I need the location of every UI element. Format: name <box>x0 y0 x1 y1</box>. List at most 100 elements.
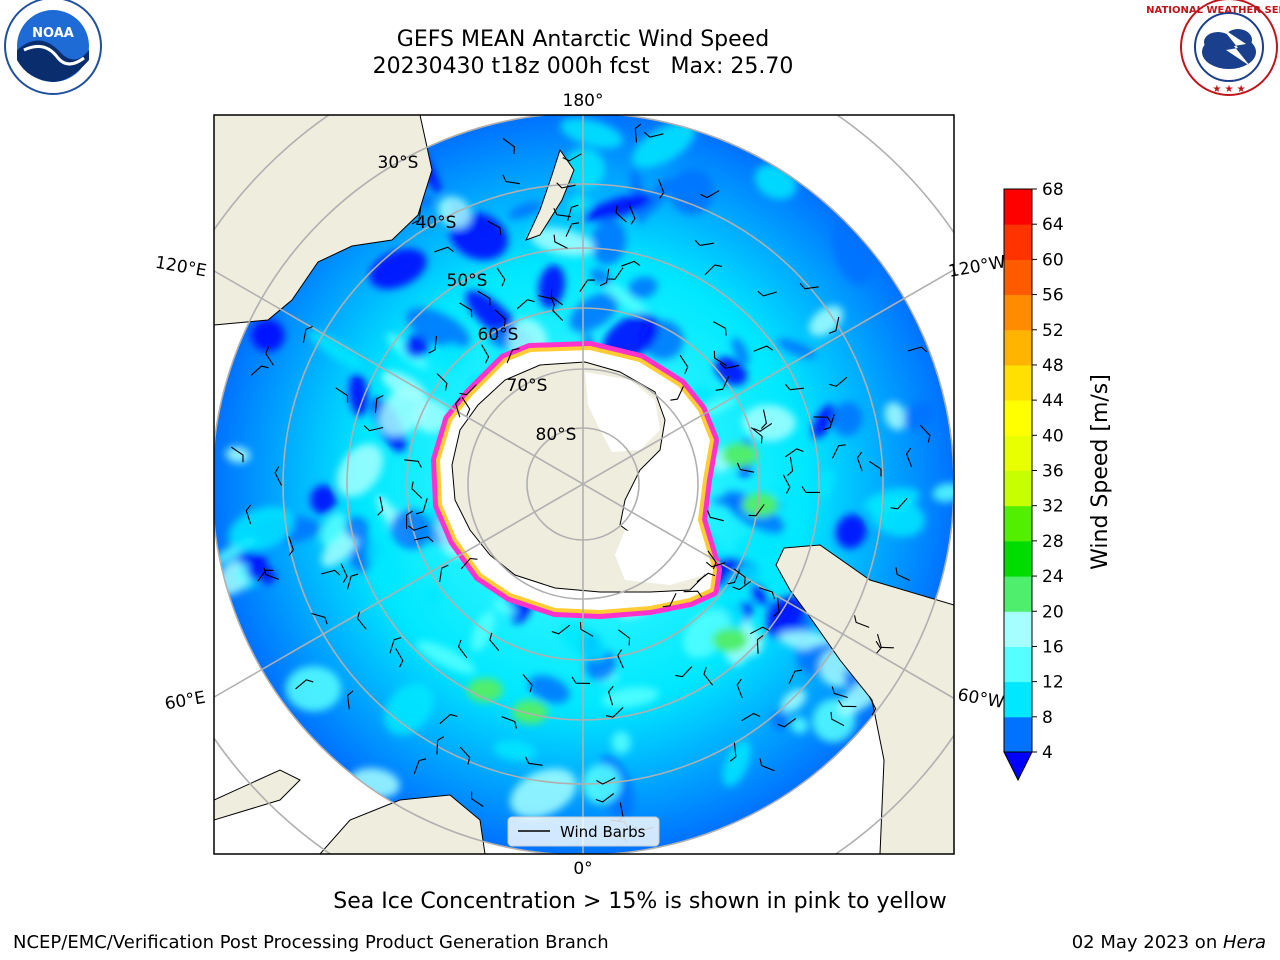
wind-barb <box>760 409 768 429</box>
wind-speed-patch <box>669 168 715 215</box>
wind-barb <box>525 756 543 766</box>
wind-speed-patch <box>471 610 495 652</box>
colorbar-tick-label: 8 <box>1042 708 1053 728</box>
wind-speed-patch <box>381 370 425 400</box>
wind-speed-patch <box>467 678 503 702</box>
wind-barb <box>670 386 684 401</box>
wind-barb <box>320 569 341 576</box>
wind-speed-patch <box>780 688 807 713</box>
wind-barb <box>832 444 846 459</box>
colorbar-segment <box>1004 224 1032 260</box>
wind-barb <box>481 344 490 364</box>
lat-label-30s: 30°S <box>378 153 419 173</box>
lon-label-60w: 60°W <box>956 685 1006 713</box>
wind-speed-patch <box>584 193 652 221</box>
wind-barb <box>617 649 625 669</box>
wind-speed-patch <box>413 400 450 433</box>
wind-barb <box>608 685 614 706</box>
wind-barb <box>553 208 571 218</box>
wind-speed-patch <box>530 227 595 257</box>
wind-speed-patch <box>390 509 433 550</box>
wind-barb <box>705 561 726 568</box>
colorbar-segment <box>1004 470 1032 507</box>
national-weather-service-logo-icon: NATIONAL WEATHER SERVICE ★ ★ ★ <box>1146 0 1280 96</box>
wind-barb <box>704 264 722 276</box>
wind-barb <box>436 736 445 755</box>
wind-barb <box>556 182 576 189</box>
wind-barb <box>856 451 863 472</box>
colorbar-tick-label: 56 <box>1042 286 1064 306</box>
wind-speed-patch <box>591 219 627 266</box>
legend-label: Wind Barbs <box>560 823 646 841</box>
colorbar-segment <box>1004 259 1032 296</box>
wind-barb <box>895 567 911 581</box>
wind-barb <box>550 289 564 306</box>
noaa-logo-text: NOAA <box>32 26 74 41</box>
wind-speed-patch <box>870 497 925 537</box>
wind-speed-patch <box>308 330 365 371</box>
wind-barb <box>727 569 741 585</box>
colorbar-tick-label: 24 <box>1042 567 1064 587</box>
wind-barb <box>759 758 775 772</box>
wind-barb <box>471 791 484 807</box>
wind-barb <box>713 350 727 366</box>
colorbar-tick-label: 16 <box>1042 637 1064 657</box>
wind-barb <box>562 153 582 162</box>
wind-barb <box>414 536 434 543</box>
wind-speed-patch <box>510 768 577 818</box>
wind-barb <box>784 383 804 391</box>
wind-barb <box>599 268 610 287</box>
wind-barb <box>377 496 384 516</box>
wind-barb <box>434 246 454 253</box>
wind-barb <box>428 335 438 354</box>
wind-speed-patch <box>348 372 368 417</box>
wind-speed-patch <box>493 739 537 761</box>
wind-barb <box>494 309 506 327</box>
wind-speed-patch <box>560 117 623 149</box>
wind-barb <box>713 321 727 336</box>
date-prefix: 02 May 2023 on <box>1071 932 1223 953</box>
wind-barb <box>335 387 349 403</box>
wind-speed-patch <box>628 276 658 299</box>
wind-speed-patch <box>345 516 369 541</box>
wind-barb <box>736 678 743 699</box>
wind-barb <box>552 303 564 321</box>
wind-barb <box>516 299 535 310</box>
wind-barb <box>416 498 428 515</box>
wind-speed-patch <box>722 740 751 787</box>
wind-barb <box>455 397 461 418</box>
lat-label-40s: 40°S <box>416 213 457 233</box>
colorbar-segment <box>1004 716 1032 753</box>
wind-speed-patch <box>641 176 674 217</box>
wind-barb <box>813 416 832 424</box>
credit-text: NCEP/EMC/Verification Post Processing Pr… <box>13 932 609 953</box>
host-name: Hera <box>1222 932 1266 953</box>
sea-ice-caption: Sea Ice Concentration > 15% is shown in … <box>333 889 947 914</box>
wind-barb <box>265 346 274 366</box>
wind-barb <box>777 718 797 728</box>
wind-barb <box>506 348 520 364</box>
colorbar-segment <box>1004 681 1032 718</box>
colorbar-segment <box>1004 364 1032 401</box>
madagascar-land <box>214 769 301 821</box>
wind-speed-patch <box>932 483 954 503</box>
wind-barb <box>340 563 348 583</box>
wind-speed-patch <box>528 675 570 704</box>
map-frame <box>213 114 955 855</box>
wind-speed-patch <box>611 731 631 754</box>
wind-barb <box>231 446 244 463</box>
wind-barb <box>263 567 280 580</box>
wind-barb <box>245 504 252 525</box>
colorbar-segment <box>1004 329 1032 366</box>
wind-barb <box>412 206 422 225</box>
wind-barb <box>753 345 773 352</box>
wind-barb <box>502 174 520 185</box>
wind-speed-patch <box>722 443 758 467</box>
wind-speed-patch <box>367 530 401 597</box>
wind-barb <box>757 290 777 297</box>
colorbar-segment <box>1004 189 1032 225</box>
wind-speed-patch <box>492 599 517 616</box>
map-area <box>214 115 954 854</box>
wind-barb <box>457 639 468 659</box>
